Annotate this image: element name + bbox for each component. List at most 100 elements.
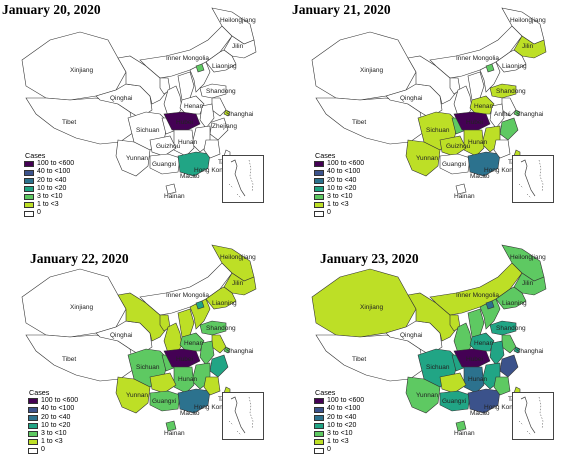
province-anhui (199, 340, 215, 366)
legend-swatch (314, 414, 324, 421)
legend-swatch (314, 406, 324, 413)
legend-swatch (24, 161, 34, 168)
province-guangdong (177, 388, 211, 414)
province-label: Liaoning (502, 300, 527, 307)
province-beijing (195, 300, 205, 310)
province-shanghai (223, 346, 231, 354)
province-guizhou (149, 372, 177, 394)
legend-swatch (24, 194, 34, 201)
legend-label: 0 (327, 446, 331, 454)
legend-label: 3 to <10 (327, 430, 353, 438)
province-anhui (199, 103, 215, 129)
province-hubei (163, 348, 201, 368)
province-zhejiang (209, 117, 229, 141)
province-shandong (489, 83, 517, 99)
province-jiangsu (211, 97, 227, 117)
legend-swatch (314, 431, 324, 438)
province-label: Hunan (178, 376, 198, 383)
province-label: Yunnan (416, 155, 438, 162)
legend-label: 100 to <600 (327, 397, 365, 405)
province-label: Shandong (496, 88, 526, 95)
legend-item: 20 to <40 (314, 414, 364, 422)
province-label: Hainan (164, 193, 185, 200)
province-label: Shanghai (516, 348, 543, 355)
province-label: Sichuan (426, 364, 450, 371)
legend: Cases 100 to <600 40 to <100 20 to <40 10 to… (28, 388, 79, 455)
legend-item: 100 to <600 (24, 160, 74, 168)
province-guangdong (467, 388, 501, 414)
legend-swatch (28, 398, 38, 405)
legend-label: 0 (327, 209, 331, 217)
legend-item: 0 (28, 446, 78, 454)
legend-swatch (314, 161, 324, 168)
province-label: Hainan (454, 193, 475, 200)
province-ningxia (159, 314, 171, 332)
province-label: Hong Kong (484, 404, 517, 411)
province-label: Inner Mongolia (166, 55, 209, 62)
legend-label: 1 to <3 (327, 438, 349, 446)
legend-item: 40 to <100 (314, 405, 364, 413)
province-anhui (489, 103, 505, 129)
legend-swatch (314, 194, 324, 201)
province-gansu (117, 55, 169, 105)
legend-swatch (28, 406, 38, 413)
legend-item: 100 to <600 (314, 160, 364, 168)
province-ningxia (159, 77, 171, 95)
province-beijing (485, 300, 495, 310)
province-shanxi (177, 308, 195, 338)
province-label: Guizhou (446, 143, 471, 150)
panel-title: January 20, 2020 (2, 2, 101, 17)
province-tibet (25, 97, 135, 145)
province-shanxi (467, 71, 485, 101)
province-label: Qinghai (110, 332, 132, 339)
legend-swatch (314, 177, 324, 184)
province-label: Jilin (522, 280, 534, 287)
province-label: Qinghai (110, 95, 132, 102)
province-label: Henan (184, 340, 204, 347)
legend-swatch (314, 439, 324, 446)
south-china-sea-inset (512, 392, 554, 440)
province-label: Heilongjiang (220, 254, 256, 261)
province-xinjiang (21, 268, 127, 338)
province-zhejiang (209, 354, 229, 378)
province-label: Inner Mongolia (456, 55, 499, 62)
legend-item: 20 to <40 (24, 177, 74, 185)
province-label: Hunan (468, 376, 488, 383)
province-shanxi (467, 308, 485, 338)
legend-label: 0 (37, 209, 41, 217)
province-label: Anhui (494, 111, 511, 118)
province-label: Xinjiang (70, 304, 94, 311)
legend-item: 10 to <20 (28, 422, 78, 430)
province-shandong (199, 320, 227, 336)
province-ningxia (449, 77, 461, 95)
legend-label: 3 to <10 (37, 193, 63, 201)
province-jiangsu (211, 334, 227, 354)
province-label: Henan (184, 103, 204, 110)
province-hainan (165, 183, 177, 195)
province-label: Jilin (232, 280, 244, 287)
legend-item: 3 to <10 (28, 430, 78, 438)
legend-label: 10 to <20 (41, 421, 71, 429)
legend-item: 3 to <10 (24, 193, 74, 201)
province-label: Liaoning (502, 63, 527, 70)
legend-swatch (28, 414, 38, 421)
province-label: Jilin (232, 43, 244, 50)
province-hebei (479, 61, 501, 93)
legend-label: 20 to <40 (327, 176, 357, 184)
province-label: Shanghai (516, 111, 543, 118)
province-fujian (203, 376, 221, 396)
legend-item: 0 (314, 446, 364, 454)
province-gansu (407, 292, 459, 342)
province-label: Sichuan (426, 127, 450, 134)
legend-label: 1 to <3 (37, 201, 59, 209)
province-label: Heilongjiang (220, 17, 256, 24)
map-panel-jan23: January 23, 2020 Xinjiang Tibet Qinghai Sic… (290, 237, 579, 473)
province-zhejiang (499, 117, 519, 141)
province-shandong (489, 320, 517, 336)
province-shanghai (513, 109, 521, 117)
legend-label: 100 to <600 (41, 397, 79, 405)
province-hubei (453, 111, 491, 131)
province-fujian (493, 376, 511, 396)
province-zhejiang (499, 354, 519, 378)
province-liaoning (205, 49, 237, 73)
